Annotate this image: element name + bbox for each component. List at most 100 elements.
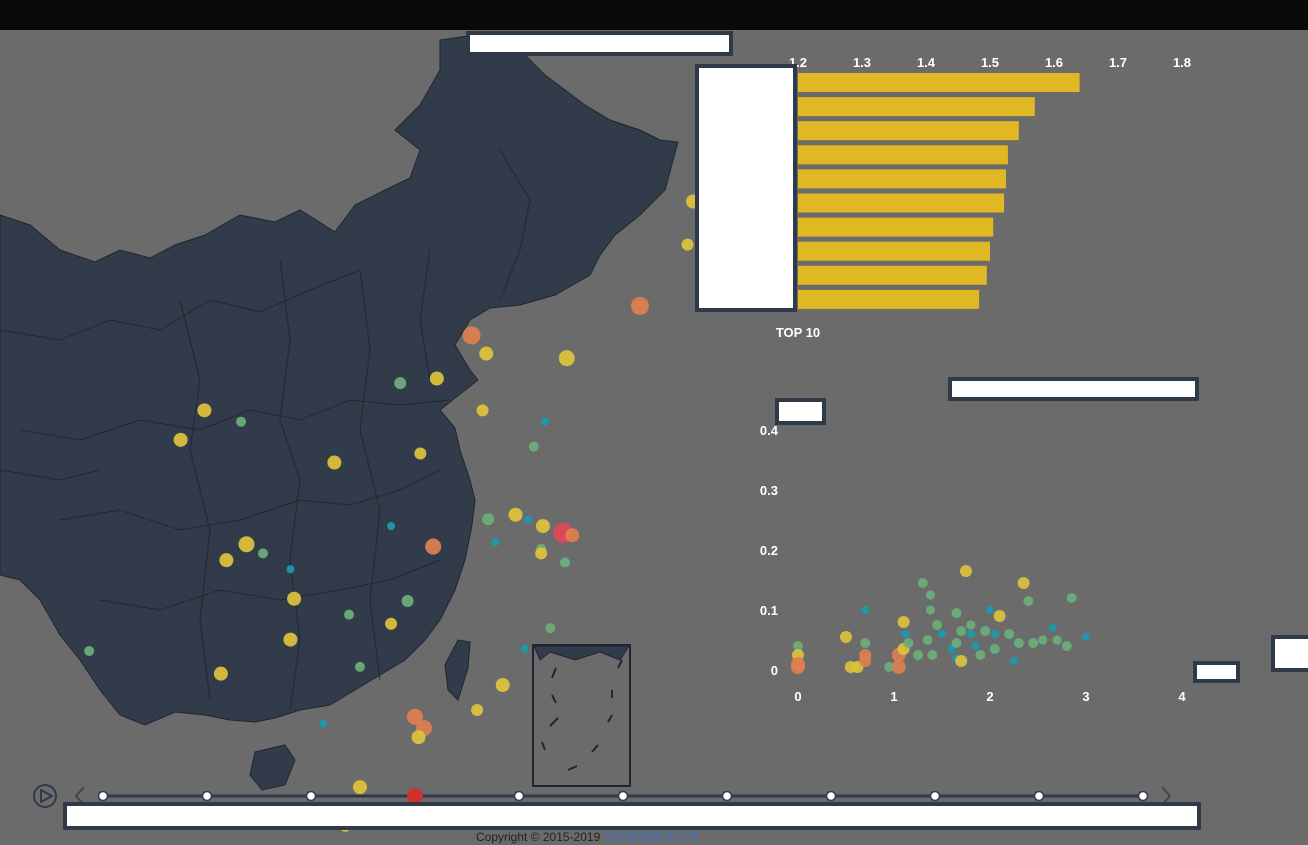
scatter-point[interactable] [901,630,910,638]
map-point[interactable] [287,591,302,606]
scatter-point[interactable] [1004,629,1015,639]
scatter-point[interactable] [861,606,870,614]
scatter-point[interactable] [840,631,852,643]
bar[interactable] [798,217,994,237]
timeline-point[interactable] [825,790,837,802]
scatter-point[interactable] [955,655,968,667]
scatter-point[interactable] [975,650,986,660]
scatter-point[interactable] [932,620,943,630]
scatter-point[interactable] [891,660,906,674]
map-point[interactable] [429,371,444,386]
map-point[interactable] [425,538,442,555]
play-icon[interactable] [33,784,57,808]
scatter-point[interactable] [925,590,936,600]
bar[interactable] [798,265,987,285]
scatter-point[interactable] [993,610,1006,622]
map-point[interactable] [565,528,580,543]
scatter-point[interactable] [1066,593,1077,603]
map-point[interactable] [236,416,247,427]
map-point[interactable] [462,326,481,345]
scatter-point[interactable] [897,616,910,628]
map-point[interactable] [476,404,489,417]
map-point[interactable] [535,519,550,534]
bar[interactable] [798,97,1035,117]
scatter-point[interactable] [913,650,923,660]
scatter-point[interactable] [860,638,871,648]
map-point[interactable] [681,238,694,251]
timeline-point[interactable] [1137,790,1149,802]
scatter-point[interactable] [1048,624,1057,632]
scatter-point[interactable] [951,638,962,648]
scatter-point[interactable] [1023,596,1034,606]
scatter-point[interactable] [971,642,980,650]
scatter-point[interactable] [990,630,999,638]
bar[interactable] [798,73,1080,92]
map-point[interactable] [173,432,188,447]
timeline-point[interactable] [721,790,733,802]
bar[interactable] [798,193,1005,213]
map-point[interactable] [495,678,510,693]
timeline-point[interactable] [97,790,109,802]
timeline-point-active[interactable] [407,788,423,804]
map-point[interactable] [411,730,426,745]
map-point[interactable] [197,403,212,418]
map-point[interactable] [283,632,298,647]
map-point[interactable] [540,417,549,426]
scatter-point[interactable] [925,605,936,615]
scatter-point[interactable] [956,626,967,636]
bar[interactable] [798,241,990,261]
map-point[interactable] [385,617,398,630]
bar[interactable] [798,145,1008,165]
scatter-point[interactable] [938,630,946,638]
map-point[interactable] [479,346,494,361]
timeline-point[interactable] [305,790,317,802]
bar[interactable] [798,121,1019,141]
bar[interactable] [798,289,980,309]
map-point[interactable] [471,703,484,716]
map-point[interactable] [344,609,354,620]
scatter-point[interactable] [903,638,914,648]
map-point[interactable] [84,645,95,656]
timeline-point[interactable] [201,790,213,802]
bar[interactable] [798,169,1006,189]
scatter-point[interactable] [1017,577,1030,589]
scatter-point[interactable] [1038,635,1048,645]
scatter-point[interactable] [1052,635,1062,645]
map-point[interactable] [257,548,268,559]
timeline-point[interactable] [617,790,629,802]
scatter-point[interactable] [791,660,805,674]
map-point[interactable] [387,522,396,531]
scatter-point[interactable] [859,655,872,667]
map-point[interactable] [508,507,523,522]
map-point[interactable] [528,441,539,452]
timeline-point[interactable] [1033,790,1045,802]
scatter-point[interactable] [793,641,803,651]
scatter-point[interactable] [1028,638,1039,648]
map-point[interactable] [524,515,533,524]
map-point[interactable] [491,538,500,546]
scatter-point[interactable] [951,608,962,618]
map-point[interactable] [394,377,407,390]
map-point[interactable] [535,547,548,560]
map-point[interactable] [319,719,328,728]
scatter-point[interactable] [986,606,994,614]
scatter-point[interactable] [980,626,991,636]
scatter-point[interactable] [989,644,1000,654]
scatter-point[interactable] [966,630,975,638]
map-point[interactable] [406,708,423,725]
map-point[interactable] [213,666,228,681]
map-point[interactable] [520,644,529,653]
scatter-point[interactable] [1013,638,1024,648]
map-point[interactable] [238,536,255,553]
map-point[interactable] [286,565,295,574]
map-point[interactable] [401,595,414,608]
map-point[interactable] [219,553,234,568]
scatter-point[interactable] [922,635,933,645]
map-point[interactable] [630,296,649,315]
timeline-point[interactable] [929,790,941,802]
scatter-point[interactable] [1010,657,1018,665]
scatter-point[interactable] [1082,633,1090,641]
scatter-point[interactable] [884,662,895,672]
map-point[interactable] [482,513,495,526]
copyright-link[interactable]: 北京航空航天大学 [603,830,700,844]
